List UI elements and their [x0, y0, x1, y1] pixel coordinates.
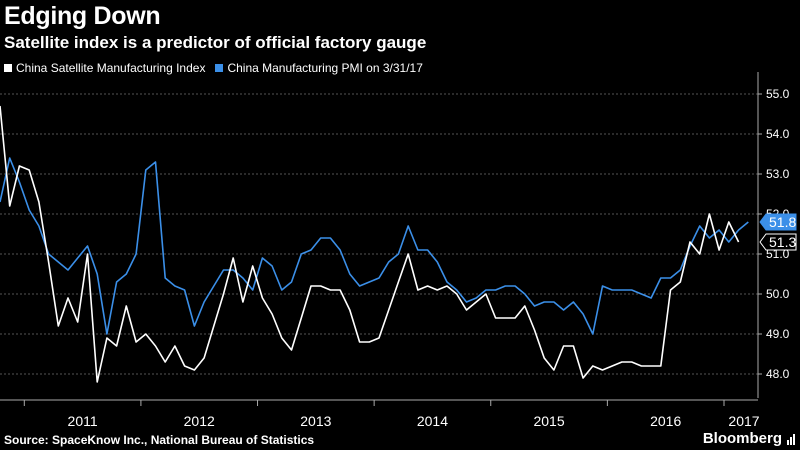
y-tick-label: 53.0 [766, 167, 790, 181]
x-tick-label: 2013 [300, 413, 331, 429]
legend-item-satellite: China Satellite Manufacturing Index [4, 61, 205, 75]
legend-item-pmi: China Manufacturing PMI on 3/31/17 [215, 61, 423, 75]
legend: China Satellite Manufacturing Index Chin… [4, 61, 423, 75]
y-tick-label: 48.0 [766, 367, 790, 381]
x-tick-label: 2017 [728, 413, 759, 429]
bloomberg-mark-icon [787, 434, 795, 445]
series-line-manufacturing-pmi [0, 157, 749, 335]
legend-swatch-pmi [215, 64, 224, 72]
legend-label-satellite: China Satellite Manufacturing Index [16, 61, 206, 75]
source-note: Source: SpaceKnow Inc., National Bureau … [4, 433, 315, 447]
end-label-satellite: 51.3 [759, 233, 797, 251]
legend-label-pmi: China Manufacturing PMI on 3/31/17 [227, 61, 423, 75]
svg-text:51.8: 51.8 [769, 214, 796, 230]
svg-text:51.3: 51.3 [769, 234, 796, 250]
x-tick-label: 2016 [650, 413, 681, 429]
y-tick-label: 55.0 [766, 87, 790, 101]
chart-subtitle: Satellite index is a predictor of offici… [4, 33, 427, 52]
x-tick-label: 2011 [68, 413, 98, 429]
x-tick-label: 2015 [533, 413, 564, 429]
y-tick-label: 49.0 [766, 327, 790, 341]
chart-title: Edging Down [4, 2, 161, 30]
y-tick-label: 50.0 [766, 287, 790, 301]
series-line-satellite-index [0, 105, 740, 383]
brand-logo: Bloomberg [702, 430, 782, 447]
x-tick-label: 2012 [184, 413, 215, 429]
legend-swatch-satellite [4, 64, 12, 72]
x-tick-label: 2014 [417, 413, 448, 429]
end-label-pmi: 51.8 [759, 213, 797, 231]
y-tick-label: 54.0 [766, 127, 790, 141]
